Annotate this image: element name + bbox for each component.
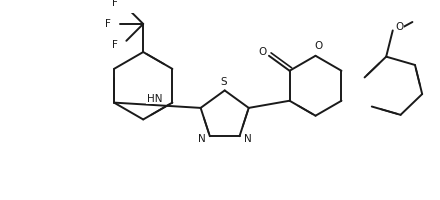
Text: F: F bbox=[112, 40, 118, 50]
Text: N: N bbox=[244, 134, 252, 144]
Text: O: O bbox=[395, 22, 403, 32]
Text: O: O bbox=[314, 41, 323, 51]
Text: O: O bbox=[258, 47, 267, 57]
Text: S: S bbox=[220, 77, 227, 87]
Text: HN: HN bbox=[147, 94, 162, 104]
Text: F: F bbox=[112, 0, 118, 8]
Text: N: N bbox=[198, 134, 205, 144]
Text: F: F bbox=[106, 19, 111, 29]
